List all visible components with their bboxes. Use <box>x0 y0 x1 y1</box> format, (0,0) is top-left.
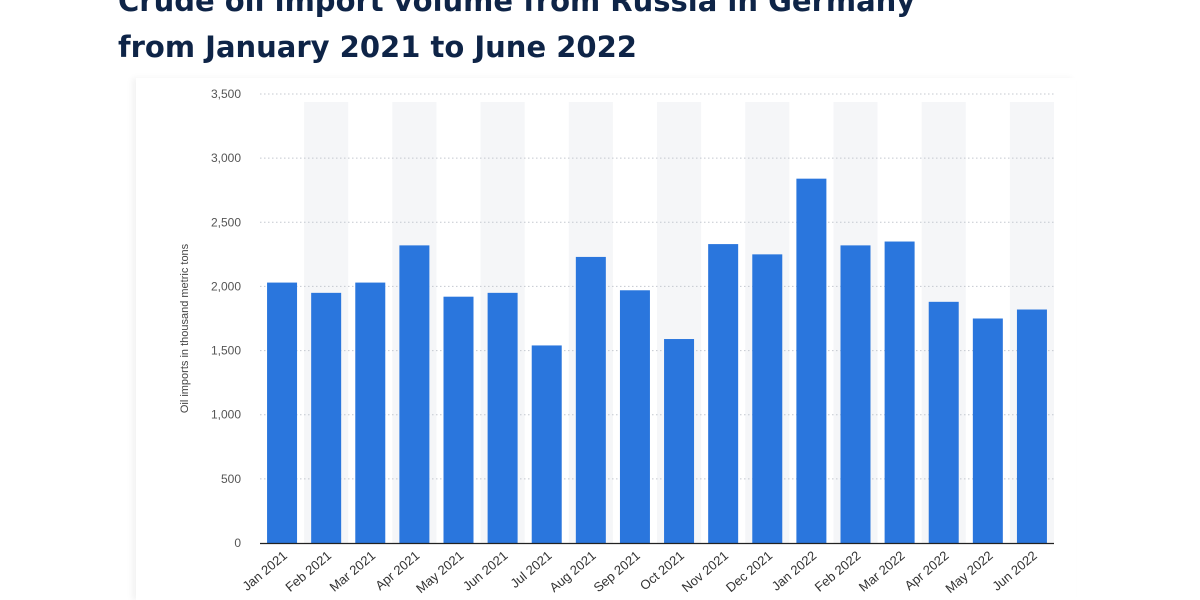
x-tick-label: Sep 2021 <box>591 548 643 595</box>
bar[interactable] <box>311 292 342 543</box>
bar[interactable] <box>840 245 871 543</box>
gridlines <box>260 93 1054 480</box>
bar[interactable] <box>972 318 1003 544</box>
y-tick-label: 2,000 <box>211 279 241 293</box>
bar[interactable] <box>928 301 959 543</box>
x-tick-label: Feb 2022 <box>812 548 864 595</box>
x-tick-label: Jun 2022 <box>989 548 1040 594</box>
y-tick-label: 1,000 <box>211 408 241 422</box>
x-tick-label: Mar 2021 <box>326 548 378 595</box>
x-tick-label: Oct 2021 <box>637 548 687 593</box>
bars <box>267 178 1047 544</box>
x-tick-label: Nov 2021 <box>679 548 731 595</box>
bar[interactable] <box>796 178 827 543</box>
bar[interactable] <box>531 345 562 543</box>
y-tick-label: 3,000 <box>211 151 241 165</box>
bar[interactable] <box>575 256 606 543</box>
bar[interactable] <box>487 292 518 543</box>
bar[interactable] <box>708 244 739 543</box>
x-tick-label: Jun 2021 <box>460 548 511 594</box>
x-tick-label: Feb 2021 <box>282 548 334 595</box>
x-tick-label: Aug 2021 <box>546 548 598 595</box>
bar[interactable] <box>884 241 915 543</box>
y-tick-label: 0 <box>234 536 241 550</box>
bar[interactable] <box>355 282 386 543</box>
y-tick-label: 500 <box>221 472 241 486</box>
x-tick-label: May 2021 <box>413 548 466 596</box>
bar[interactable] <box>664 339 695 543</box>
bar-chart: 0 500 1,000 1,500 2,000 2,500 3,000 3,500 Oil i… <box>179 87 1054 596</box>
x-tick-label: Dec 2021 <box>723 548 775 595</box>
bar[interactable] <box>619 290 650 543</box>
bar[interactable] <box>1016 309 1047 543</box>
bar[interactable] <box>752 254 783 543</box>
y-tick-label: 3,500 <box>211 87 241 101</box>
y-tick-label: 1,500 <box>211 344 241 358</box>
y-axis-ticks: 0 500 1,000 1,500 2,000 2,500 3,000 3,500 <box>211 87 241 550</box>
x-tick-label: May 2022 <box>942 548 995 596</box>
x-tick-label: Jan 2022 <box>769 548 820 594</box>
chart-title-line-2: from January 2021 to June 2022 <box>118 30 637 64</box>
y-axis-label: Oil imports in thousand metric tons <box>179 243 191 413</box>
bar[interactable] <box>443 296 474 543</box>
chart-panel: 0 500 1,000 1,500 2,000 2,500 3,000 3,500 Oil i… <box>136 78 1076 600</box>
x-tick-label: Mar 2022 <box>856 548 908 595</box>
x-tick-label: Jan 2021 <box>239 548 290 594</box>
chart-title-line-1: Crude oil import volume from Russia in G… <box>118 0 916 18</box>
y-tick-label: 2,500 <box>211 215 241 229</box>
bar[interactable] <box>267 282 298 543</box>
bar[interactable] <box>399 245 430 543</box>
chart-title: Crude oil import volume from Russia in G… <box>118 0 915 70</box>
